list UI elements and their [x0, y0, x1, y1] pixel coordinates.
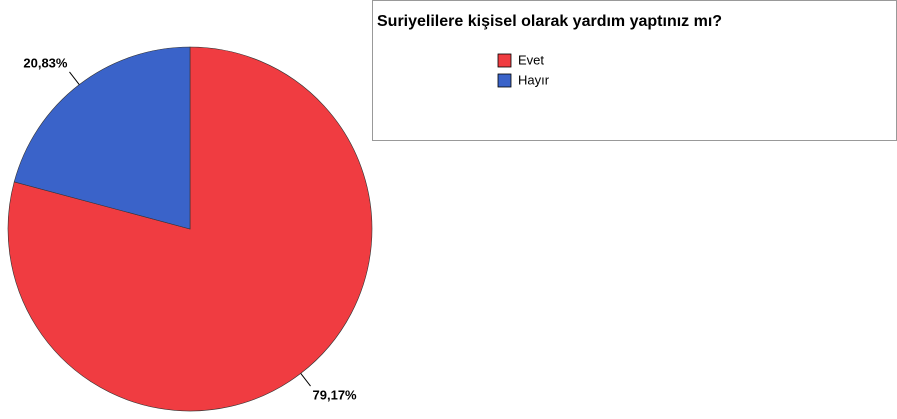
data-label: 20,83% — [23, 55, 68, 70]
legend-box — [372, 0, 897, 141]
legend-swatch — [497, 73, 512, 88]
chart-title: Suriyelilere kişisel olarak yardım yaptı… — [377, 13, 722, 30]
data-label: 79,17% — [313, 388, 358, 403]
leader-line — [69, 71, 80, 85]
legend-label: Evet — [518, 52, 544, 67]
legend-label: Hayır — [518, 72, 550, 87]
leader-line — [300, 373, 311, 387]
legend-swatch — [497, 53, 512, 68]
